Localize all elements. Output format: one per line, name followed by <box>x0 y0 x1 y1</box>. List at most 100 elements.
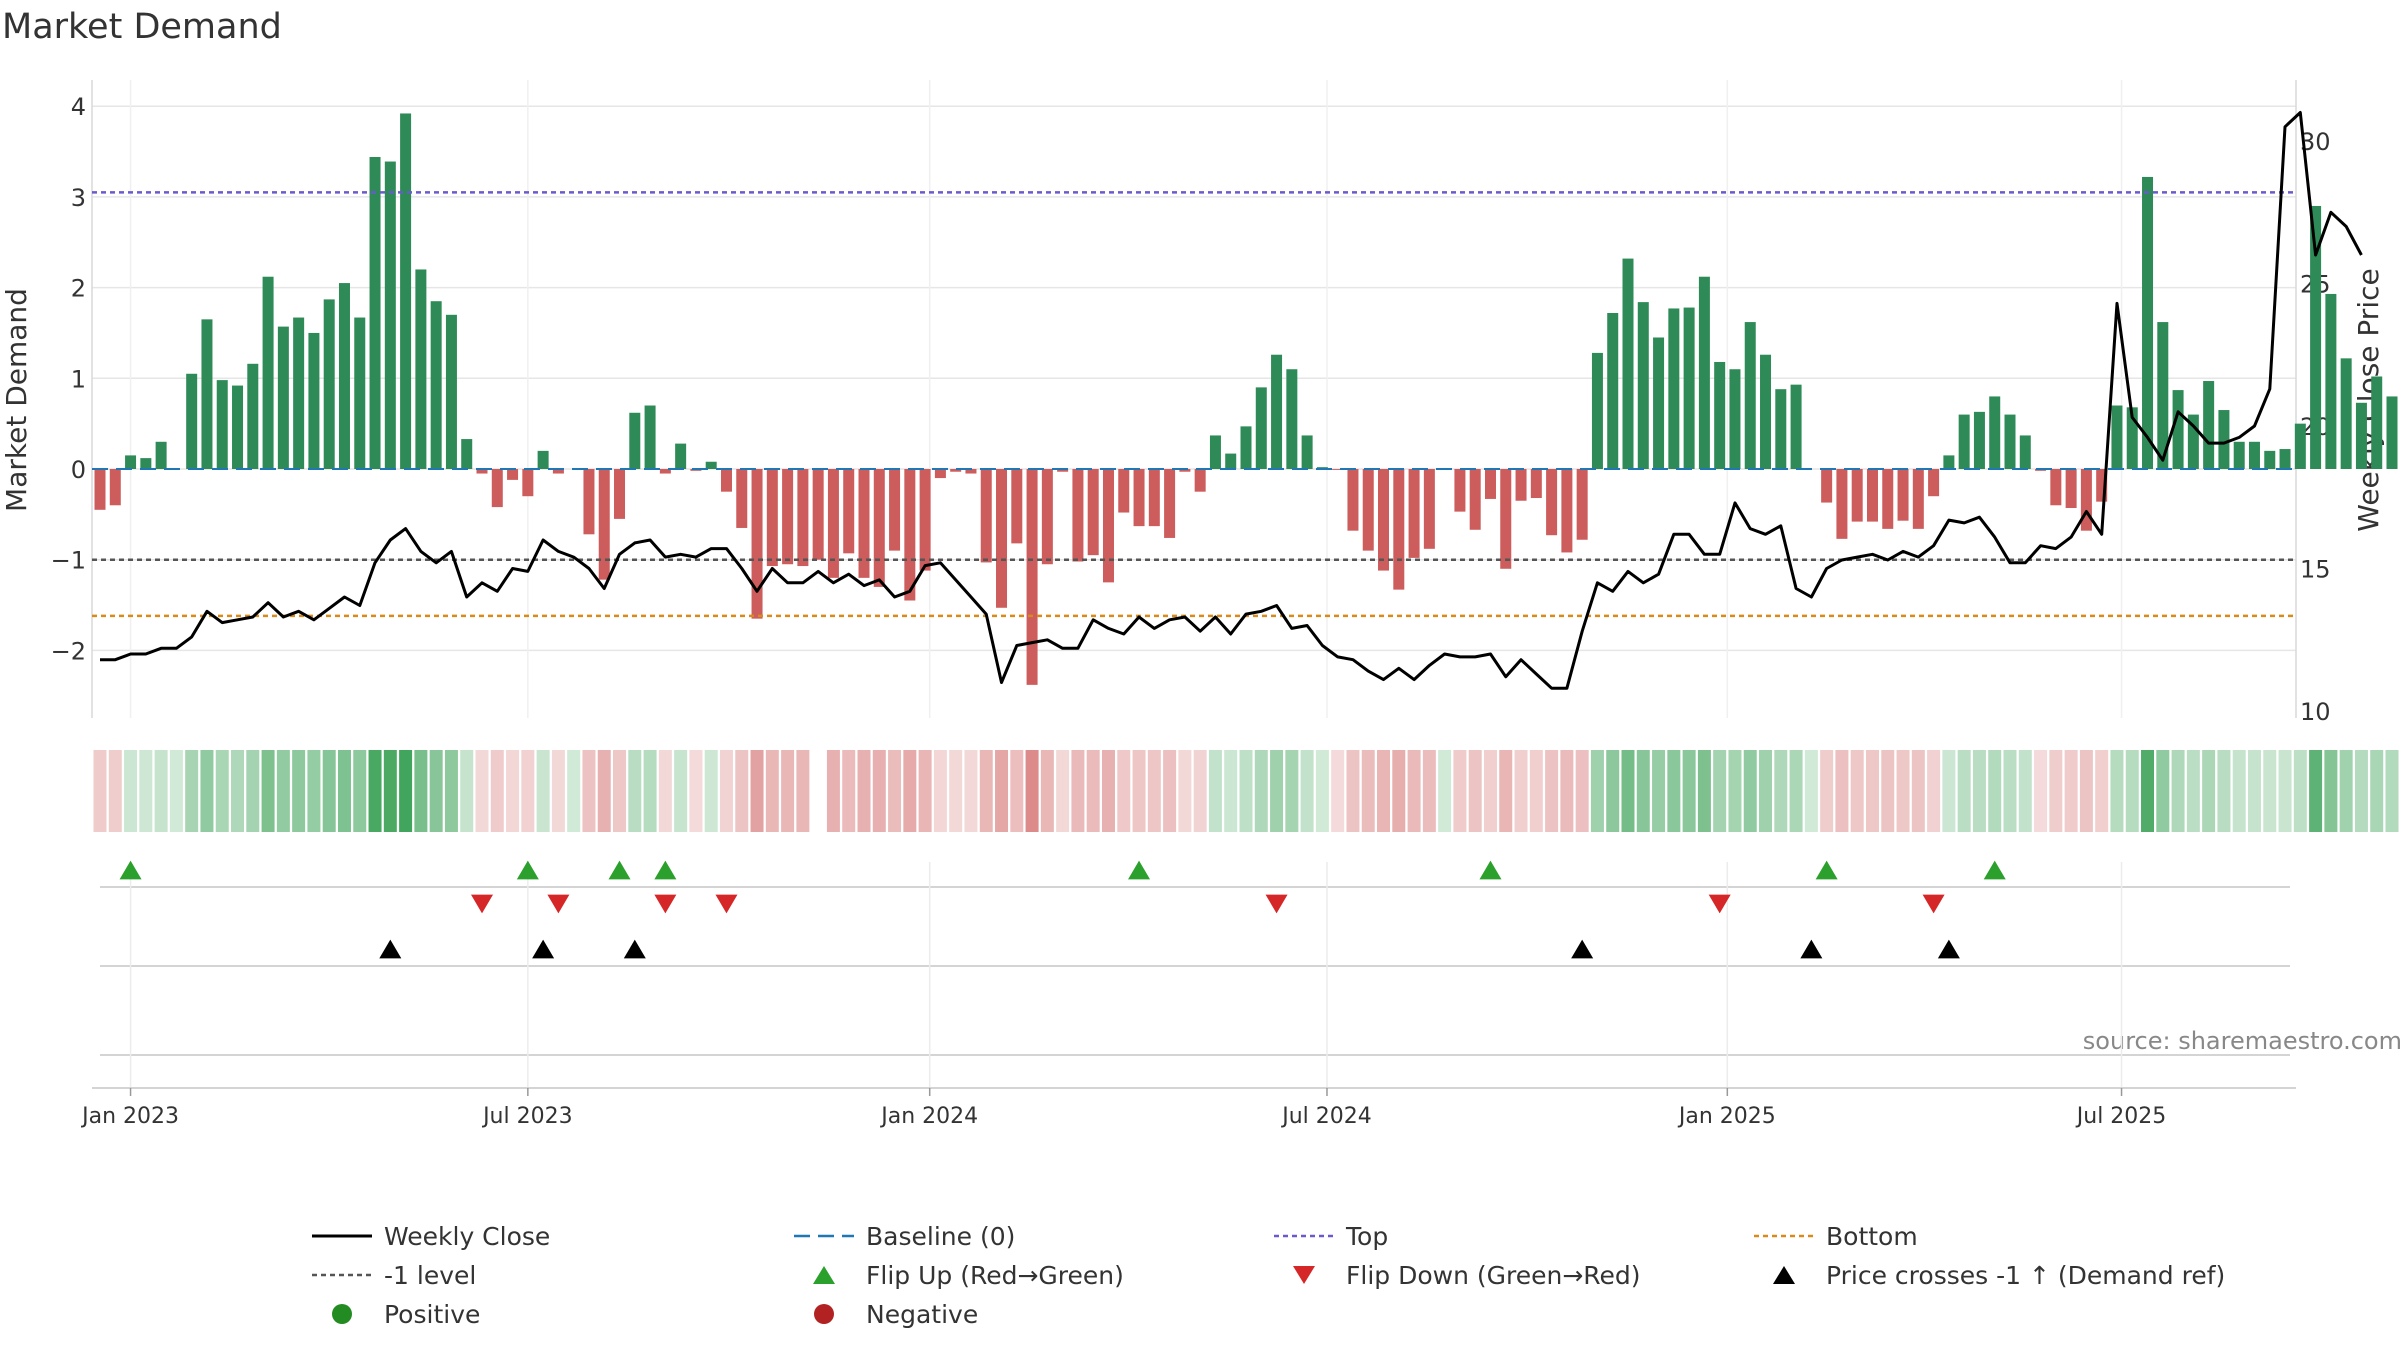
demand-bar-negative <box>1500 469 1512 569</box>
demand-bar-positive <box>1225 453 1237 469</box>
heat-cell <box>2232 750 2246 832</box>
demand-bar-positive <box>201 319 213 469</box>
heat-cell <box>2385 750 2399 832</box>
heat-cell <box>1438 750 1452 832</box>
heat-cell <box>888 750 902 832</box>
heat-cell <box>1025 750 1039 832</box>
demand-bar-negative <box>1821 469 1833 503</box>
heat-cell <box>1071 750 1085 832</box>
demand-bar-positive <box>2294 423 2306 469</box>
heat-cell <box>613 750 627 832</box>
demand-bar-negative <box>2065 469 2077 509</box>
demand-bar-positive <box>2340 358 2352 469</box>
heat-cell <box>674 750 688 832</box>
demand-bar-negative <box>1011 469 1023 544</box>
heat-cell <box>1789 750 1803 832</box>
y-tick-label: 4 <box>71 93 86 121</box>
heat-cell <box>781 750 795 832</box>
demand-bar-positive <box>629 412 641 469</box>
heat-cell <box>1942 750 1956 832</box>
demand-bar-negative <box>583 469 595 535</box>
flip-up-marker <box>1479 860 1502 880</box>
heat-cell <box>2079 750 2093 832</box>
heat-cell <box>872 750 886 832</box>
legend-swatch-triangle-up <box>1773 1266 1795 1284</box>
demand-bar-negative <box>1423 469 1435 549</box>
heat-cell <box>185 750 199 832</box>
heat-cell <box>1957 750 1971 832</box>
heat-cell <box>1147 750 1161 832</box>
y2-tick-label: 10 <box>2300 698 2331 726</box>
heat-cell <box>689 750 703 832</box>
heat-cell <box>506 750 520 832</box>
flip-up-marker <box>1128 860 1151 880</box>
heat-cell <box>2156 750 2170 832</box>
heat-cell <box>551 750 565 832</box>
heat-cell <box>1132 750 1146 832</box>
x-tick-label: Jul 2024 <box>1280 1104 1372 1129</box>
flip-up-marker <box>1983 860 2006 880</box>
demand-bar-negative <box>1362 469 1374 551</box>
demand-bar-negative <box>919 469 931 571</box>
demand-bar-positive <box>308 332 320 469</box>
heat-cell <box>292 750 306 832</box>
demand-bar-positive <box>2187 414 2199 469</box>
heat-cell <box>857 750 871 832</box>
demand-bar-positive <box>2371 376 2383 469</box>
demand-bar-positive <box>1973 411 1985 469</box>
demand-bar-negative <box>1454 469 1466 512</box>
demand-bar-positive <box>445 314 457 469</box>
heat-cell <box>2003 750 2017 832</box>
heat-cell <box>1575 750 1589 832</box>
demand-bar-positive <box>1637 302 1649 469</box>
heat-cell <box>399 750 413 832</box>
source-credit: source: sharemaestro.com <box>2083 1027 2400 1055</box>
heat-cell <box>2034 750 2048 832</box>
demand-bar-negative <box>1484 469 1496 499</box>
demand-bar-negative <box>843 469 855 554</box>
heat-cell <box>2095 750 2109 832</box>
demand-bar-positive <box>2279 449 2291 469</box>
demand-bar-positive <box>1729 369 1741 469</box>
heat-cell <box>1346 750 1360 832</box>
demand-bar-negative <box>1057 469 1069 472</box>
demand-bar-negative <box>2080 469 2092 531</box>
demand-bar-positive <box>262 276 274 469</box>
flip-down-marker <box>1922 894 1945 914</box>
demand-bar-negative <box>1882 469 1894 529</box>
demand-bar-positive <box>1255 387 1267 469</box>
demand-bar-negative <box>94 469 106 510</box>
heat-cell <box>307 750 321 832</box>
heat-cell <box>1178 750 1192 832</box>
demand-bar-negative <box>1118 469 1130 513</box>
demand-bar-negative <box>614 469 626 519</box>
demand-bar-positive <box>2172 390 2184 469</box>
demand-bar-negative <box>904 469 916 601</box>
flip-up-marker <box>1815 860 1838 880</box>
legend-swatch-circle <box>814 1304 834 1324</box>
demand-bar-positive <box>293 317 305 469</box>
demand-bar-negative <box>812 469 824 560</box>
legend-label: Baseline (0) <box>866 1222 1015 1251</box>
legend-swatch-triangle-up <box>813 1266 835 1284</box>
demand-bar-positive <box>461 439 473 469</box>
heat-cell <box>322 750 336 832</box>
demand-bar-negative <box>1576 469 1588 540</box>
demand-bar-negative <box>736 469 748 528</box>
demand-bar-positive <box>1271 354 1283 469</box>
heat-cell <box>139 750 153 832</box>
heat-cell <box>1881 750 1895 832</box>
heat-cell <box>750 750 764 832</box>
demand-bar-negative <box>889 469 901 551</box>
demand-bar-negative <box>598 469 610 580</box>
y-tick-label: −1 <box>51 547 86 575</box>
demand-bar-negative <box>1851 469 1863 522</box>
demand-bar-negative <box>1148 469 1160 527</box>
flip-up-marker <box>516 860 539 880</box>
heat-cell <box>1972 750 1986 832</box>
heat-cell <box>964 750 978 832</box>
heat-cell <box>1590 750 1604 832</box>
heat-cell <box>2247 750 2261 832</box>
demand-bar-positive <box>2019 435 2031 469</box>
demand-bar-negative <box>522 469 534 497</box>
